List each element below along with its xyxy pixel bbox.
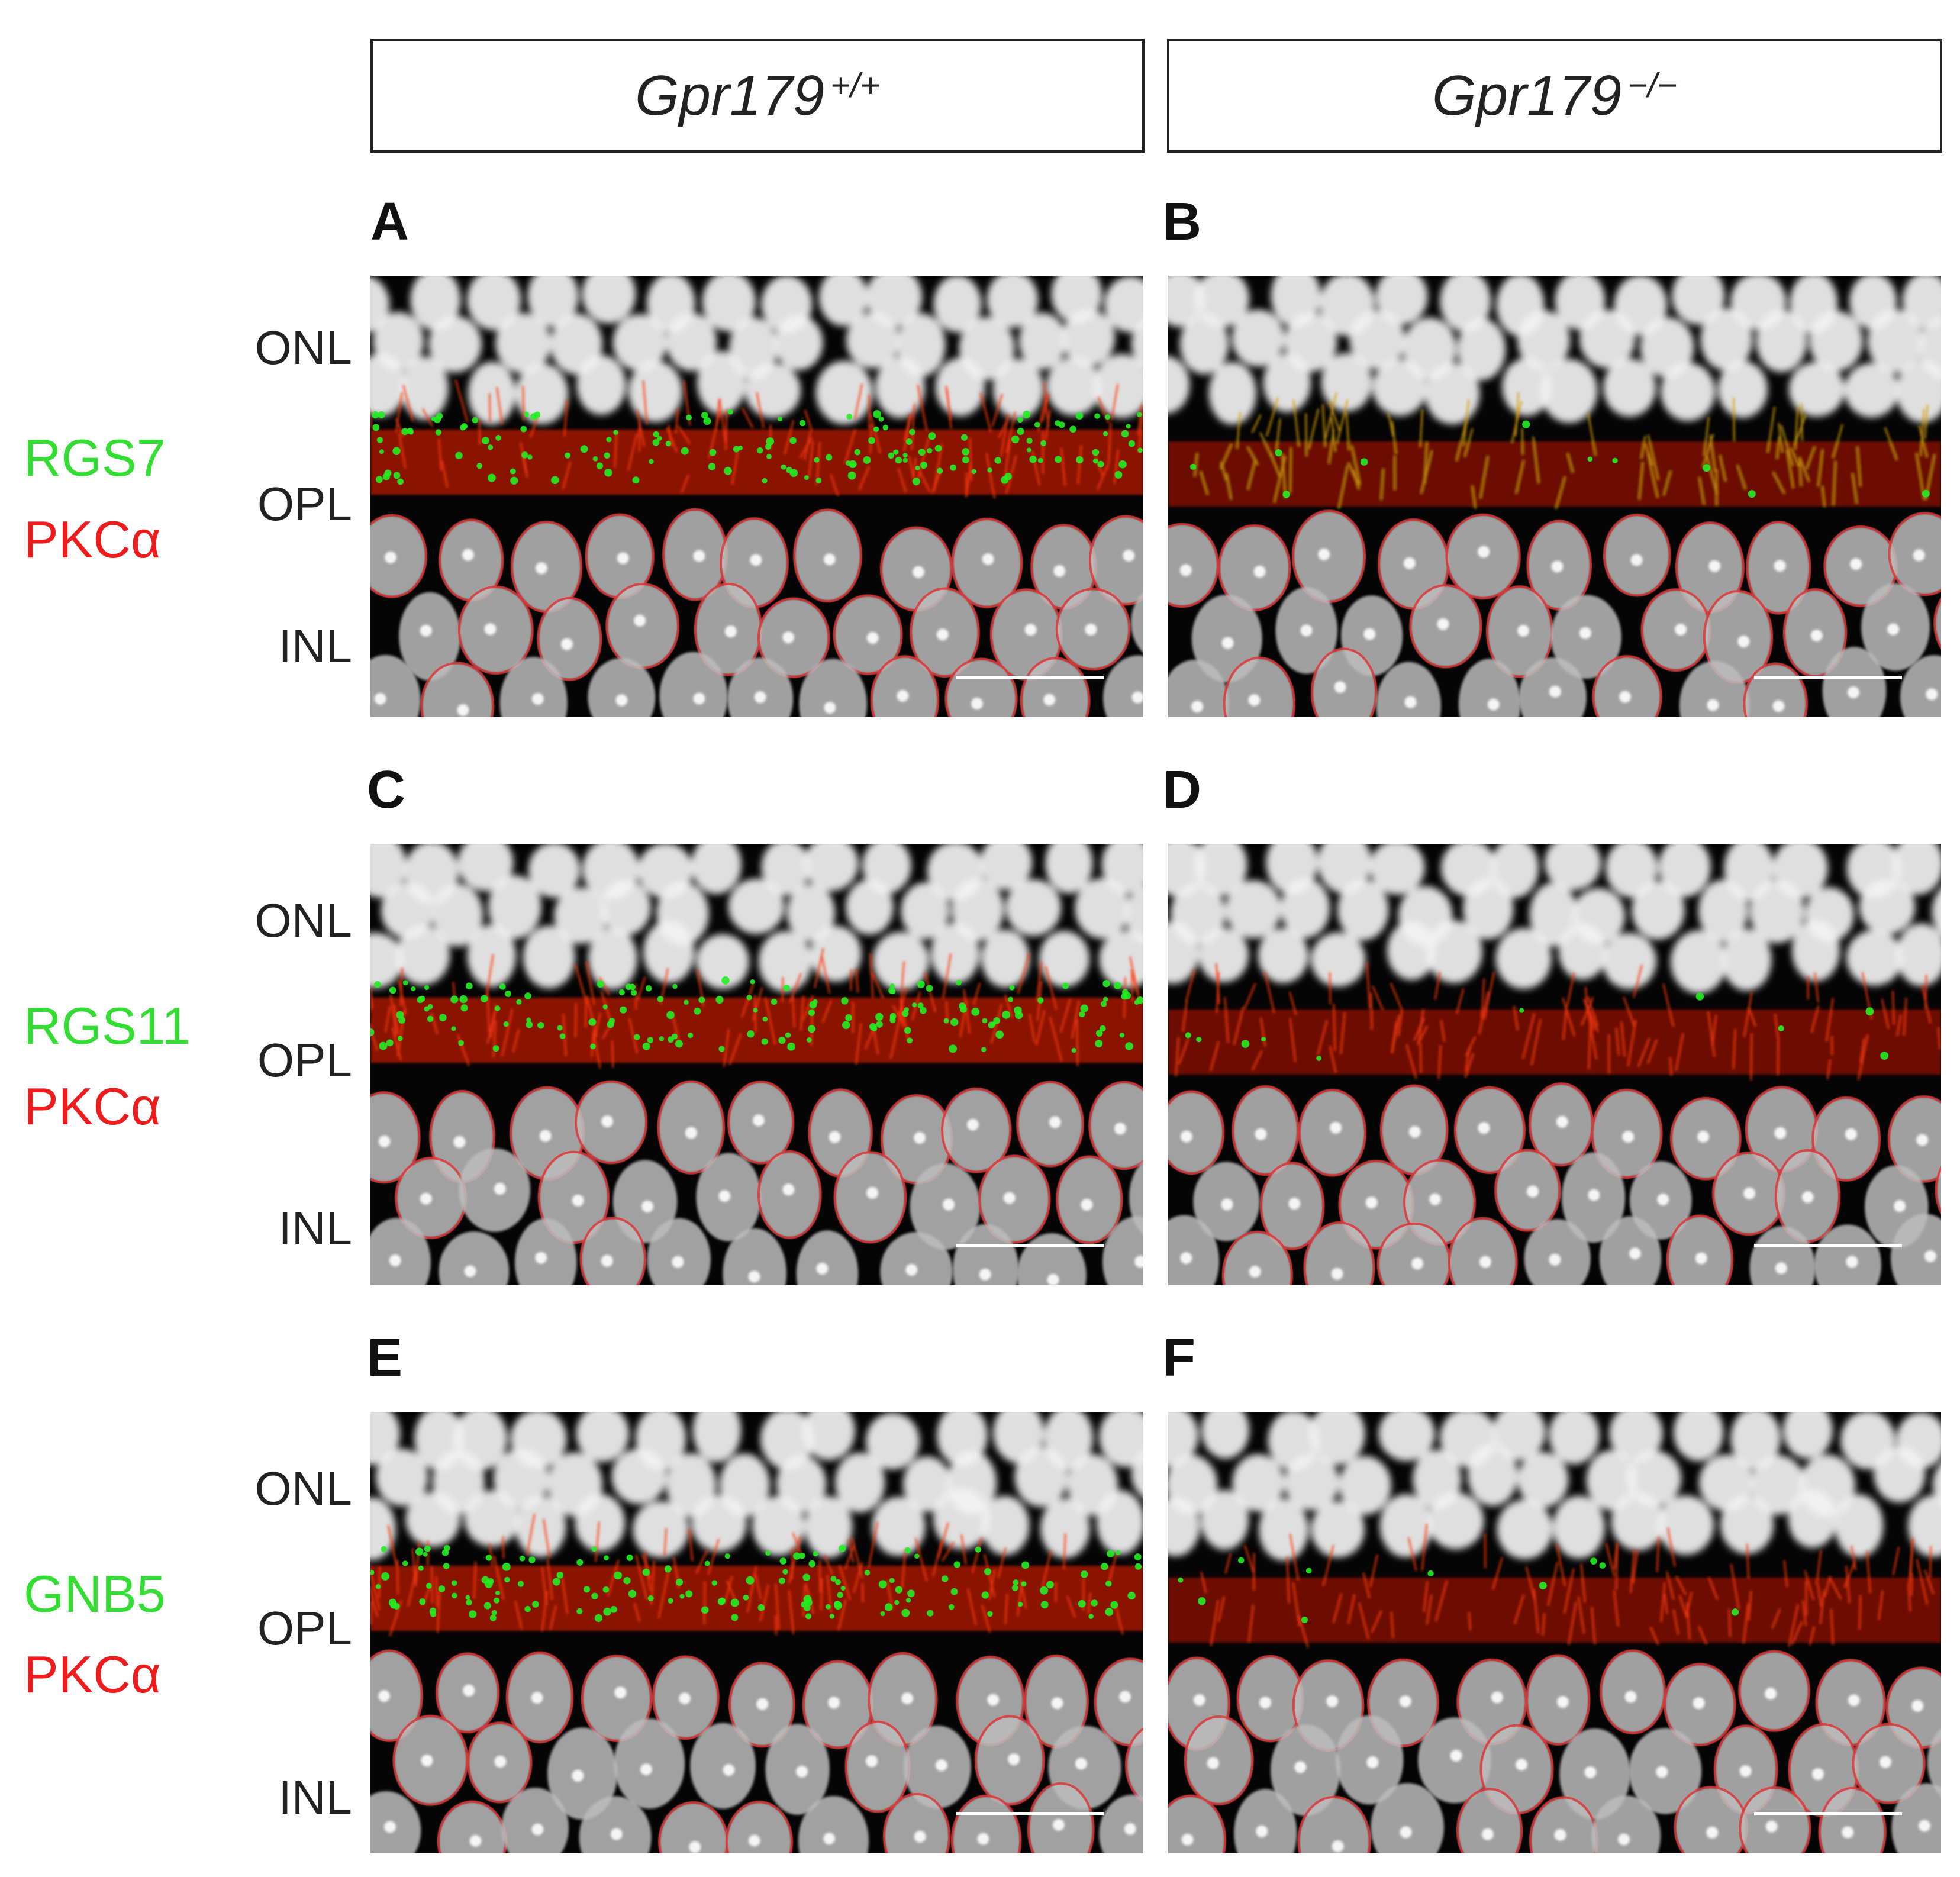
panel-label-f: F <box>1163 1328 1195 1388</box>
genotype-header-wildtype: Gpr179 +/+ <box>370 39 1145 153</box>
layer-inl-row2: INL <box>278 1202 353 1254</box>
layer-inl-row1: INL <box>278 620 353 672</box>
panel-label-a: A <box>370 192 409 251</box>
stain-green-row1: RGS7 <box>24 428 166 487</box>
scale-bar <box>1754 1812 1902 1815</box>
genotype-knockout-sup: −/− <box>1627 66 1678 105</box>
layer-inl-row3: INL <box>278 1771 353 1824</box>
micrograph-panel-a <box>370 276 1143 717</box>
layer-opl-row2: OPL <box>257 1034 352 1086</box>
layer-opl-row3: OPL <box>257 1602 352 1655</box>
panel-label-e: E <box>367 1328 403 1388</box>
micrograph-panel-e <box>370 1412 1143 1853</box>
micrograph-panel-d <box>1168 844 1941 1285</box>
layer-onl-row1: ONL <box>254 321 353 374</box>
panel-label-d: D <box>1163 760 1201 820</box>
scale-bar <box>1754 676 1902 679</box>
genotype-header-knockout: Gpr179 −/− <box>1167 39 1942 153</box>
panel-label-c: C <box>367 760 405 820</box>
scale-bar <box>956 1244 1104 1247</box>
scale-bar <box>956 1812 1104 1815</box>
stain-red-row3: PKCα <box>24 1645 161 1704</box>
micrograph-image <box>370 276 1143 717</box>
micrograph-panel-b <box>1168 276 1941 717</box>
stain-red-row2: PKCα <box>24 1077 161 1136</box>
stain-red-row1: PKCα <box>24 510 161 569</box>
micrograph-panel-f <box>1168 1412 1941 1853</box>
panel-label-b: B <box>1163 192 1201 251</box>
scale-bar <box>1754 1244 1902 1247</box>
micrograph-image <box>370 1412 1143 1853</box>
micrograph-image <box>370 844 1143 1285</box>
micrograph-image <box>1168 844 1941 1285</box>
genotype-knockout-name: Gpr179 <box>1432 64 1622 127</box>
micrograph-image <box>1168 1412 1941 1853</box>
layer-onl-row2: ONL <box>254 894 353 947</box>
micrograph-panel-c <box>370 844 1143 1285</box>
micrograph-image <box>1168 276 1941 717</box>
stain-green-row3: GNB5 <box>24 1565 166 1623</box>
scale-bar <box>956 676 1104 679</box>
layer-opl-row1: OPL <box>257 478 352 530</box>
stain-green-row2: RGS11 <box>24 996 191 1055</box>
genotype-wildtype-sup: +/+ <box>830 66 881 105</box>
genotype-wildtype-name: Gpr179 <box>634 64 825 127</box>
layer-onl-row3: ONL <box>254 1462 353 1515</box>
